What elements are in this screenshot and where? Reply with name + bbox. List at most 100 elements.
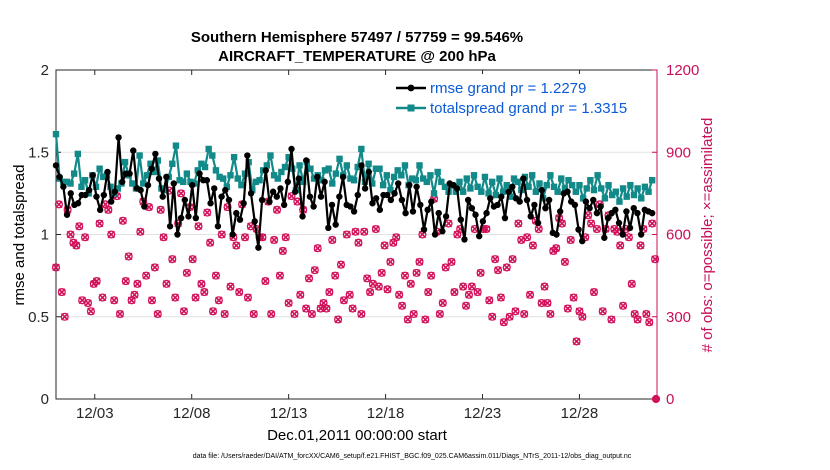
left-y-tick-label: 1.5 (28, 144, 49, 161)
totalspread-point (249, 186, 256, 194)
rmse-point (615, 219, 623, 227)
obs-count-point (92, 277, 101, 286)
totalspread-point (452, 188, 460, 195)
obs-count-point (421, 315, 430, 324)
totalspread-point (329, 180, 336, 187)
totalspread-point (605, 181, 612, 189)
rmse-point (310, 203, 317, 210)
totalspread-point (601, 195, 609, 202)
rmse-point (590, 196, 597, 204)
obs-count-point (525, 290, 535, 299)
obs-count-point (633, 315, 642, 324)
obs-count-point (482, 224, 491, 234)
totalspread-point (423, 178, 430, 186)
totalspread-point (528, 172, 536, 179)
obs-count-point (81, 233, 90, 242)
left-y-tick-label: 0.5 (28, 309, 49, 326)
totalspread-point (63, 178, 71, 186)
rmse-point (63, 211, 71, 218)
obs-count-point (290, 309, 299, 319)
rmse-point (424, 206, 431, 214)
totalspread-point (572, 188, 580, 195)
totalspread-point (212, 167, 220, 174)
rmse-point (428, 198, 435, 205)
obs-count-point (153, 309, 162, 319)
obs-count-point (232, 241, 241, 250)
rmse-point (306, 193, 314, 200)
rmse-point (527, 213, 534, 220)
rmse-point (328, 201, 336, 209)
obs-count-point (627, 279, 636, 288)
totalspread-point (430, 190, 438, 197)
x-tick-label: 12/28 (561, 405, 599, 422)
obs-count-point (336, 260, 346, 269)
rmse-point (347, 203, 354, 210)
obs-count-point (403, 315, 412, 324)
rmse-point (623, 208, 630, 215)
obs-count-point (488, 312, 497, 321)
obs-count-point (569, 293, 578, 302)
legend-spread-label: totalspread grand pr = 1.3315 (430, 100, 627, 117)
rmse-point (332, 221, 339, 228)
totalspread-point (307, 165, 314, 172)
rmse-point (295, 175, 303, 182)
obs-count-point (118, 216, 127, 225)
totalspread-point (230, 153, 238, 161)
rmse-point (553, 231, 560, 238)
rmse-point (575, 226, 582, 233)
rmse-point (166, 223, 174, 230)
totalspread-point (645, 188, 652, 195)
totalspread-point (492, 191, 500, 199)
rmse-point (564, 188, 571, 195)
totalspread-point (267, 152, 274, 159)
totalspread-point (180, 178, 187, 186)
obs-count-point (642, 309, 651, 319)
x-tick-label: 12/18 (367, 405, 405, 422)
obs-count-point (194, 222, 203, 231)
obs-count-point (217, 230, 226, 239)
totalspread-point (201, 163, 209, 171)
rmse-point (464, 196, 472, 204)
obs-count-point (395, 290, 404, 299)
obs-count-point (447, 257, 456, 266)
totalspread-point (470, 172, 478, 179)
rmse-point (314, 173, 321, 181)
rmse-point (115, 134, 122, 141)
rmse-point (442, 213, 450, 220)
obs-count-point (51, 263, 61, 272)
totalspread-point (234, 175, 241, 182)
totalspread-point (70, 170, 78, 177)
obs-count-point (613, 227, 622, 236)
obs-count-point (450, 288, 459, 297)
rmse-point (336, 193, 343, 200)
rmse-point (612, 206, 619, 214)
obs-count-point (616, 241, 625, 250)
obs-count-point (208, 307, 218, 316)
rmse-point (222, 186, 229, 194)
rmse-point (211, 185, 218, 192)
totalspread-point (150, 168, 158, 176)
rmse-point (634, 209, 641, 217)
rmse-point (383, 191, 391, 199)
rmse-point (417, 201, 424, 209)
rmse-point (431, 231, 439, 238)
obs-count-point (508, 255, 517, 264)
totalspread-point (209, 152, 216, 159)
obs-count-point (110, 296, 119, 305)
right-y-axis-label: # of obs: o=possible; ×=assimilated (699, 118, 716, 353)
totalspread-point (154, 157, 161, 164)
obs-count-point (651, 255, 660, 264)
rmse-point (372, 195, 380, 202)
totalspread-point (623, 193, 630, 200)
rmse-point (266, 198, 273, 205)
obs-count-point (235, 288, 244, 297)
totalspread-point (358, 145, 365, 153)
obs-count-point (351, 227, 360, 236)
totalspread-point (274, 175, 281, 182)
totalspread-point (143, 172, 151, 179)
obs-count-point (438, 298, 447, 308)
obs-count-point (304, 274, 314, 283)
rmse-point (571, 201, 579, 209)
totalspread-point (543, 181, 550, 189)
